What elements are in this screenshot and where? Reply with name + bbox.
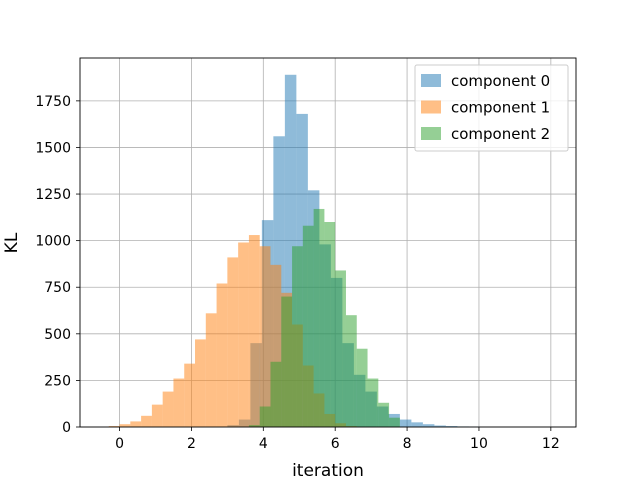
histogram-bar-series-1 bbox=[162, 391, 174, 427]
histogram-bar-series-0 bbox=[445, 426, 458, 427]
histogram-bar-series-2 bbox=[335, 270, 346, 427]
x-tick-label: 0 bbox=[115, 436, 124, 452]
x-axis-label: iteration bbox=[292, 461, 364, 480]
x-tick-label: 2 bbox=[187, 436, 196, 452]
x-axis-ticks: 0 2 4 6 8 10 12 bbox=[115, 427, 560, 452]
histogram-bar-series-2 bbox=[281, 296, 293, 427]
legend-swatch bbox=[421, 127, 441, 140]
x-tick-label: 4 bbox=[259, 436, 268, 452]
histogram-bar-series-2 bbox=[313, 208, 325, 427]
histogram-bar-series-0 bbox=[284, 74, 297, 427]
histogram-bar-series-1 bbox=[238, 242, 249, 427]
y-axis-ticks: 0 250 500 750 1000 1250 1500 1750 bbox=[35, 94, 80, 436]
histogram-bar-series-1 bbox=[195, 339, 206, 427]
histogram-bar-series-2 bbox=[302, 225, 314, 427]
y-tick-label: 1000 bbox=[35, 234, 71, 250]
x-tick-label: 12 bbox=[542, 436, 560, 452]
legend-label: component 2 bbox=[451, 125, 550, 143]
y-tick-label: 0 bbox=[62, 420, 71, 436]
x-tick-label: 10 bbox=[470, 436, 488, 452]
y-tick-label: 500 bbox=[44, 327, 71, 343]
histogram-bar-series-2 bbox=[259, 406, 271, 427]
y-tick-label: 750 bbox=[44, 280, 71, 296]
histogram-bar-series-0 bbox=[434, 425, 446, 427]
legend-swatch bbox=[421, 74, 441, 87]
histogram-bar-series-1 bbox=[248, 235, 260, 427]
histogram-bar-series-1 bbox=[108, 426, 120, 427]
histogram-bar-series-1 bbox=[205, 313, 217, 427]
histogram-bar-series-2 bbox=[248, 425, 260, 427]
legend-frame bbox=[414, 64, 569, 152]
x-tick-label: 8 bbox=[403, 436, 412, 452]
histogram-bar-series-1 bbox=[151, 404, 163, 427]
histogram-bar-series-1 bbox=[270, 264, 282, 427]
y-tick-label: 250 bbox=[44, 373, 71, 389]
histogram-bar-series-1 bbox=[141, 415, 152, 427]
histogram-bar-series-2 bbox=[367, 378, 379, 427]
histogram-bar-series-2 bbox=[270, 361, 282, 427]
histogram-bar-series-2 bbox=[389, 417, 400, 427]
y-tick-label: 1500 bbox=[35, 140, 71, 156]
legend-swatch bbox=[421, 100, 441, 114]
histogram-bar-series-1 bbox=[227, 257, 239, 427]
y-tick-label: 1750 bbox=[35, 94, 71, 110]
legend-label: component 1 bbox=[451, 99, 550, 117]
histogram-bar-series-1 bbox=[130, 421, 142, 427]
histogram-bar-series-0 bbox=[422, 424, 435, 427]
histogram-bar-series-0 bbox=[411, 422, 423, 427]
histogram-bar-series-1 bbox=[184, 363, 196, 427]
y-axis-label: KL bbox=[2, 232, 22, 253]
histogram-bar-series-2 bbox=[292, 246, 303, 427]
histogram-bar-series-2 bbox=[324, 222, 336, 427]
y-tick-label: 1250 bbox=[35, 187, 71, 203]
histogram-bar-series-1 bbox=[173, 378, 185, 427]
histogram-bar-series-1 bbox=[119, 424, 131, 427]
histogram-bar-series-1 bbox=[259, 246, 271, 427]
histogram-bar-series-0 bbox=[399, 419, 412, 427]
plot-frame bbox=[79, 57, 577, 428]
histogram-bar-series-2 bbox=[345, 315, 357, 427]
histogram-bar-series-2 bbox=[356, 348, 368, 427]
histogram-bar-series-1 bbox=[216, 283, 228, 427]
histogram-bar-series-2 bbox=[378, 402, 390, 427]
legend-label: component 0 bbox=[451, 72, 550, 90]
histogram-bars bbox=[108, 74, 481, 428]
legend: component 0 component 1 component 2 bbox=[414, 64, 569, 152]
x-tick-label: 6 bbox=[331, 436, 340, 452]
